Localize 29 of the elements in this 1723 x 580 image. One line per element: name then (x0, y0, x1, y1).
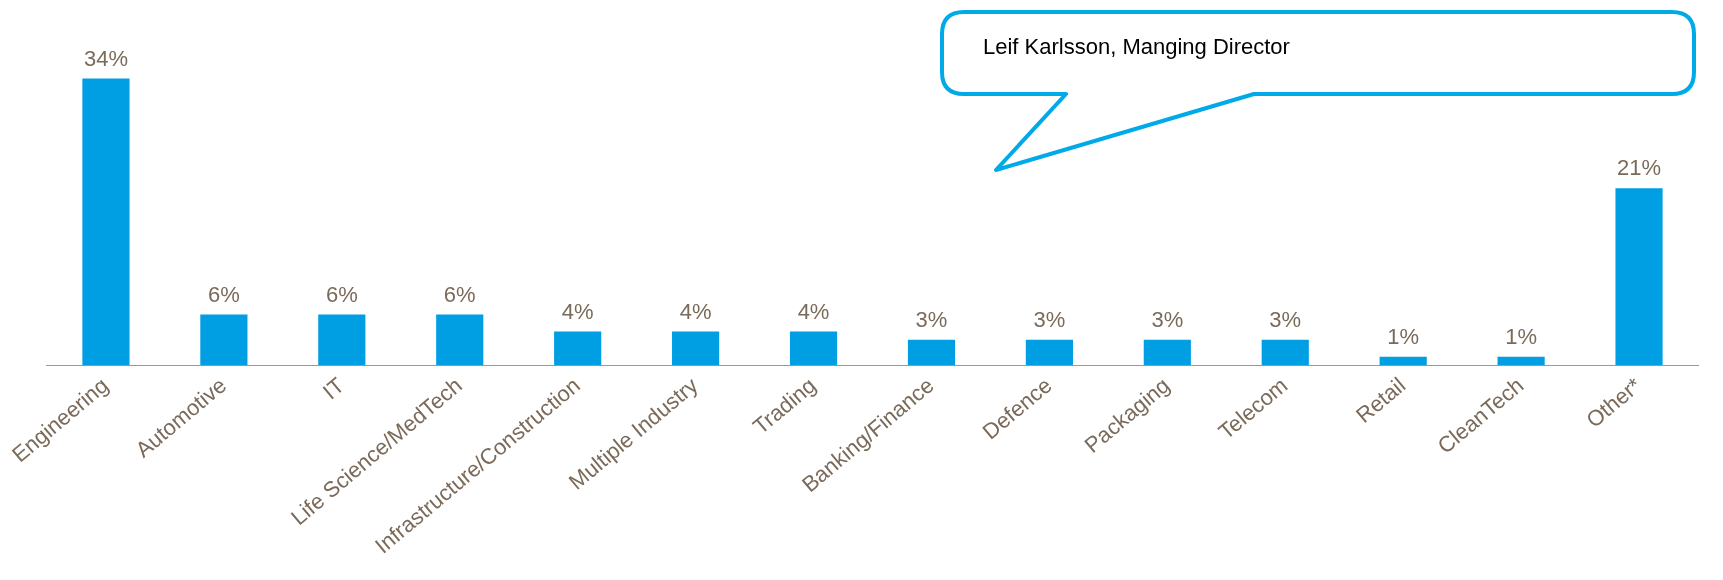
data-label: 6% (207, 281, 240, 307)
bar (907, 339, 956, 366)
bar (318, 314, 366, 366)
text: Leif Karlsson, Manging Director (983, 34, 1290, 60)
bar (1261, 339, 1309, 366)
data-label: 3% (1269, 306, 1302, 332)
bar (1497, 356, 1545, 366)
data-label: 3% (1033, 306, 1066, 332)
data-label: 4% (797, 298, 830, 324)
data-label: 3% (1151, 306, 1184, 332)
bar (1025, 339, 1073, 366)
bar (1615, 188, 1663, 366)
data-label: 1% (1505, 323, 1537, 349)
data-label: 34% (83, 45, 128, 71)
data-label: 6% (443, 281, 476, 307)
data-label: 1% (1387, 323, 1420, 349)
bar (436, 314, 484, 366)
bar (1143, 339, 1191, 366)
data-label: 3% (915, 306, 948, 332)
bar (82, 78, 130, 366)
bar (672, 331, 720, 366)
data-label: 6% (325, 281, 358, 307)
data-label: 4% (561, 298, 594, 324)
data-label: 21% (1617, 155, 1662, 181)
bar (789, 331, 838, 366)
bar (554, 331, 602, 366)
bar (1379, 356, 1427, 366)
data-label: 4% (679, 298, 712, 324)
bar (200, 314, 248, 366)
